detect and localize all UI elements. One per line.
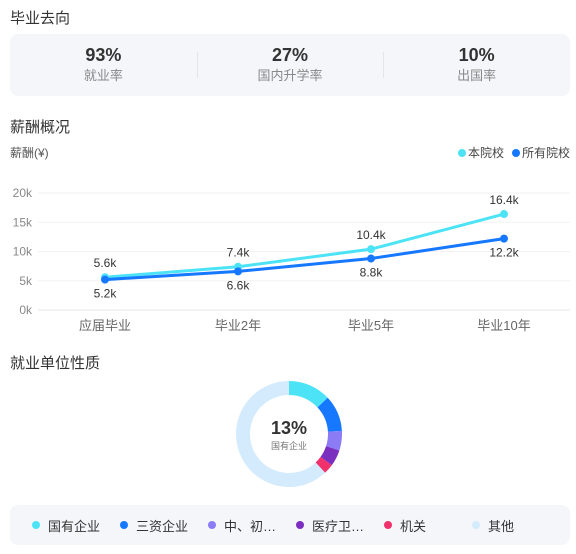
y-tick-label: 15k xyxy=(13,215,33,229)
domestic-study-rate-value: 27% xyxy=(271,45,309,65)
domestic-study-rate-stat: 27% 国内升学率 xyxy=(196,44,384,86)
legend-label-state-owned: 国有企业 xyxy=(48,518,101,534)
data-point xyxy=(500,210,508,219)
data-point xyxy=(500,234,508,243)
data-label: 8.8k xyxy=(360,266,384,280)
employer-section-title: 就业单位性质 xyxy=(10,355,101,372)
data-label: 5.2k xyxy=(94,287,118,301)
salary-line-chart: 0k 5k 10k 15k 20k 应届毕业 毕业2年 毕业5年 毕业10年 5.6k 7.4k 10… xyxy=(13,186,570,333)
employer-donut-chart: 13% 国有企业 xyxy=(229,374,349,494)
legend-dot-other xyxy=(472,521,480,529)
legend-label-government: 机关 xyxy=(400,518,427,534)
abroad-rate-value: 10% xyxy=(458,45,495,65)
donut-segment xyxy=(236,381,342,487)
employer-legend: 国有企业 三资企业 中、初… 医疗卫… 机关 其他 xyxy=(10,505,570,545)
legend-item-schools[interactable]: 中、初… xyxy=(208,516,296,535)
abroad-rate-label: 出国率 xyxy=(457,68,497,83)
legend-item-other[interactable]: 其他 xyxy=(472,516,560,535)
y-tick-label: 5k xyxy=(19,274,33,288)
legend-item-this-school[interactable]: 本院校 xyxy=(457,144,504,161)
series-line xyxy=(103,237,506,282)
data-label: 7.4k xyxy=(227,246,251,260)
legend-label-all-schools: 所有院校 xyxy=(521,146,570,160)
legend-label-this-school: 本院校 xyxy=(467,146,504,160)
legend-dot-all-schools xyxy=(511,148,520,157)
y-tick-label: 0k xyxy=(19,303,33,317)
y-tick-label: 20k xyxy=(13,186,33,200)
data-label: 5.6k xyxy=(94,256,118,270)
donut-center: 13% 国有企业 xyxy=(229,374,349,494)
data-point xyxy=(367,254,375,263)
legend-dot-foreign-invested xyxy=(120,521,128,529)
data-point xyxy=(367,245,375,254)
x-tick-label: 毕业10年 xyxy=(477,318,530,333)
chart-legend: 本院校 所有院校 xyxy=(457,144,570,161)
legend-dot-schools xyxy=(208,521,216,529)
graduation-stats-card: 93% 就业率 27% 国内升学率 10% 出国率 xyxy=(10,34,570,96)
legend-item-government[interactable]: 机关 xyxy=(384,516,472,535)
data-point xyxy=(101,275,109,284)
donut-center-value: 13% xyxy=(270,417,308,438)
salary-unit-label: 薪酬(¥) xyxy=(10,146,49,160)
data-label: 6.6k xyxy=(227,278,251,292)
data-label: 12.2k xyxy=(489,246,519,260)
legend-item-state-owned[interactable]: 国有企业 xyxy=(32,516,120,535)
legend-dot-government xyxy=(384,521,392,529)
x-tick-label: 应届毕业 xyxy=(79,318,131,333)
employment-rate-label: 就业率 xyxy=(83,68,123,83)
graduation-section-title: 毕业去向 xyxy=(10,10,71,27)
salary-section-title: 薪酬概况 xyxy=(10,119,71,136)
legend-dot-state-owned xyxy=(32,521,40,529)
employment-rate-stat: 93% 就业率 xyxy=(10,44,197,86)
legend-label-other: 其他 xyxy=(488,518,515,534)
donut-center-label: 国有企业 xyxy=(270,440,307,451)
data-point xyxy=(234,267,242,276)
legend-item-all-schools[interactable]: 所有院校 xyxy=(511,144,570,161)
employment-rate-value: 93% xyxy=(85,45,122,65)
legend-item-medical[interactable]: 医疗卫… xyxy=(296,516,384,535)
legend-dot-this-school xyxy=(457,148,466,157)
donut-segment xyxy=(236,381,342,487)
domestic-study-rate-label: 国内升学率 xyxy=(257,68,323,83)
data-label: 10.4k xyxy=(356,228,386,242)
legend-label-medical: 医疗卫… xyxy=(312,518,365,534)
abroad-rate-stat: 10% 出国率 xyxy=(383,44,570,86)
x-tick-label: 毕业5年 xyxy=(348,318,394,333)
y-tick-label: 10k xyxy=(13,245,33,259)
series-line xyxy=(103,212,506,279)
data-label: 16.4k xyxy=(489,193,519,207)
legend-label-schools: 中、初… xyxy=(224,518,277,534)
x-tick-label: 毕业2年 xyxy=(215,318,261,333)
legend-label-foreign-invested: 三资企业 xyxy=(136,518,189,534)
legend-item-foreign-invested[interactable]: 三资企业 xyxy=(120,516,208,535)
legend-dot-medical xyxy=(296,521,304,529)
donut-svg xyxy=(236,381,342,487)
